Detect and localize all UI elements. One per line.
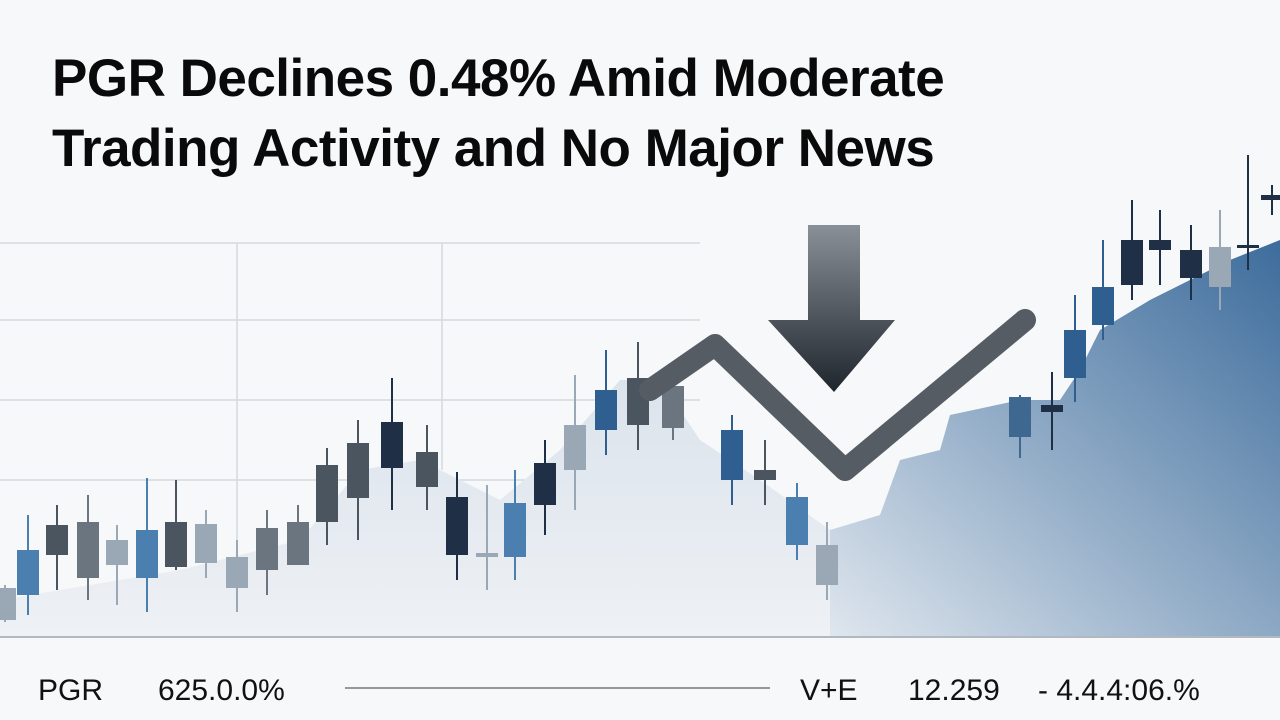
candle-body — [347, 443, 369, 498]
candle-body — [721, 430, 743, 480]
candle-body — [1180, 250, 1202, 278]
candle-body — [165, 522, 187, 567]
candle-body — [1121, 240, 1143, 285]
candle-body — [1092, 287, 1114, 325]
candle-body — [416, 452, 438, 487]
candle-body — [476, 553, 498, 557]
candle-body — [564, 425, 586, 470]
candle-body — [534, 463, 556, 505]
headline-line: Trading Activity and No Major News — [52, 119, 934, 178]
headline-line: PGR Declines 0.48% Amid Moderate — [52, 49, 944, 108]
down-arrow — [768, 225, 895, 392]
candle-body — [1064, 330, 1086, 378]
right-value: 12.259 — [908, 674, 1000, 707]
candle-body — [662, 386, 684, 428]
candle-body — [316, 465, 338, 522]
candle-body — [1209, 247, 1231, 287]
right-label: V+E — [800, 674, 858, 707]
candle-body — [256, 528, 278, 570]
candle-body — [136, 530, 158, 578]
candle-body — [446, 497, 468, 555]
candle-body — [504, 503, 526, 557]
candle-body — [816, 545, 838, 585]
left-value: 625.0.0% — [158, 674, 285, 707]
candle-body — [1149, 240, 1171, 250]
candle-body — [1009, 397, 1031, 437]
candle-body — [1261, 195, 1280, 200]
v-line — [639, 309, 1036, 481]
candle-body — [595, 390, 617, 430]
blue-area — [830, 240, 1280, 636]
candle-body — [0, 588, 16, 620]
candle-body — [106, 540, 128, 565]
candle-body — [381, 422, 403, 468]
ticker: PGR — [38, 674, 103, 707]
candle-body — [46, 525, 68, 555]
candle-body — [786, 497, 808, 545]
candle-body — [226, 557, 248, 588]
candle-body — [77, 522, 99, 578]
candle-body — [754, 470, 776, 480]
candle-body — [195, 524, 217, 563]
candle-body — [1237, 245, 1259, 248]
candle-body — [287, 522, 309, 565]
right-change: - 4.4.4:06.% — [1038, 674, 1200, 707]
candle-body — [1041, 405, 1063, 412]
candle-body — [17, 550, 39, 595]
candlesticks — [0, 155, 1280, 622]
